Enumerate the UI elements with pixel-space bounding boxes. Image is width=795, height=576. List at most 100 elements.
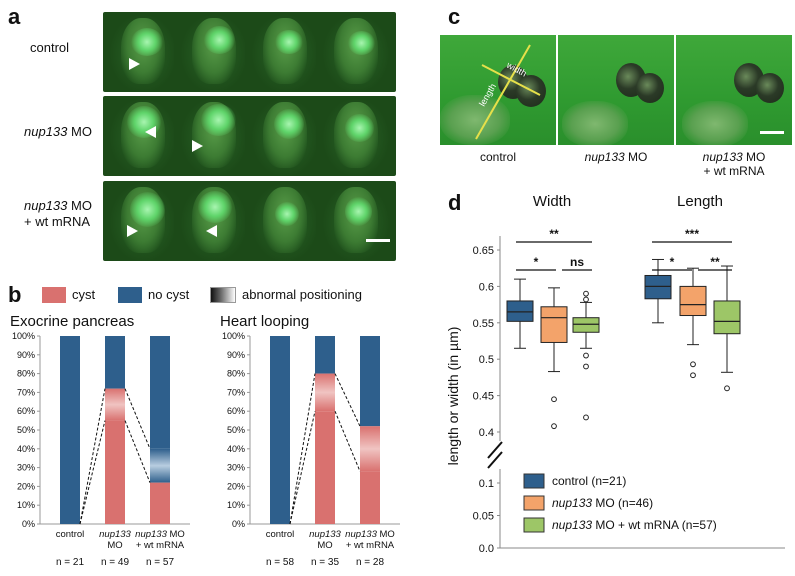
connector-line bbox=[79, 420, 106, 525]
y-tick-label: 100% bbox=[12, 331, 35, 341]
y-tick-label: 80% bbox=[17, 369, 35, 379]
bar-abnormal bbox=[150, 448, 170, 483]
box bbox=[679, 285, 707, 317]
panel-d-boxplot: 0.65 0.6 0.55 0.5 0.45 0.4 0.1 0.05 0.0 length or… bbox=[445, 193, 785, 555]
sig-length-b-label: ** bbox=[710, 255, 720, 269]
sig-width-a-label: * bbox=[534, 255, 539, 269]
category-label: nup133 bbox=[309, 529, 341, 540]
category-label-line2: + wt mRNA bbox=[346, 540, 395, 551]
outlier-point bbox=[583, 352, 589, 359]
box bbox=[506, 300, 534, 322]
y-tick-label: 0.0 bbox=[479, 543, 494, 555]
legend-label-cyst: cyst bbox=[72, 287, 96, 302]
n-label: n = 35 bbox=[311, 557, 340, 568]
row-label-nup133-mo: nup133 MO bbox=[24, 124, 92, 139]
micrograph-mo-3 bbox=[245, 96, 325, 176]
y-tick-label: 70% bbox=[17, 387, 35, 397]
width-label: width bbox=[504, 59, 528, 78]
arrowhead-right-icon bbox=[192, 140, 203, 152]
legend-swatch-no-cyst bbox=[118, 287, 142, 303]
micrograph-control-3 bbox=[245, 12, 325, 92]
sig-width-b-label: ns bbox=[570, 255, 584, 269]
legend-swatch bbox=[523, 517, 545, 533]
category-label: control bbox=[56, 529, 85, 540]
y-tick-label: 0% bbox=[232, 519, 245, 529]
arrowhead-right-icon bbox=[129, 58, 140, 70]
connector-line bbox=[334, 373, 361, 427]
connector-line bbox=[289, 373, 316, 525]
scale-bar bbox=[366, 239, 390, 242]
panel-label-d: d bbox=[448, 190, 462, 215]
axis-break-icon bbox=[487, 451, 503, 469]
legend-swatch bbox=[523, 495, 545, 511]
n-label: n = 58 bbox=[266, 557, 295, 568]
chart-exocrine-pancreas: Exocrine pancreas 0% 10% 20% 30% 40% 50% 60% 70%… bbox=[10, 313, 190, 568]
y-tick-label: 40% bbox=[227, 444, 245, 454]
group-title-length: Length bbox=[677, 193, 723, 210]
chart-title: Exocrine pancreas bbox=[10, 313, 134, 330]
y-tick-label: 0.1 bbox=[479, 478, 494, 490]
arrowhead-left-icon bbox=[206, 225, 217, 237]
bar-abnormal bbox=[315, 373, 335, 412]
category-label: nup133 bbox=[99, 529, 131, 540]
y-tick-label: 80% bbox=[227, 369, 245, 379]
category-label: nup133 MO bbox=[345, 529, 395, 540]
legend-label: control (n=21) bbox=[552, 474, 626, 488]
legend-swatch-abnormal bbox=[210, 287, 236, 303]
arrowhead-left-icon bbox=[145, 126, 156, 138]
sig-length-a-label: * bbox=[670, 255, 675, 269]
y-tick-label: 50% bbox=[17, 425, 35, 435]
box bbox=[713, 300, 741, 335]
y-tick-label: 70% bbox=[227, 387, 245, 397]
micrograph-rescue-2 bbox=[174, 181, 254, 261]
y-tick-label: 10% bbox=[17, 500, 35, 510]
y-tick-label: 0% bbox=[22, 519, 35, 529]
outlier-point bbox=[583, 290, 589, 297]
category-label-line2: MO bbox=[107, 540, 122, 551]
legend-label-no-cyst: no cyst bbox=[148, 287, 190, 302]
connector-line bbox=[334, 411, 361, 472]
n-label: n = 28 bbox=[356, 557, 385, 568]
y-tick-label: 20% bbox=[227, 481, 245, 491]
axis-break-icon bbox=[487, 441, 503, 459]
n-label: n = 21 bbox=[56, 557, 85, 568]
y-tick-label: 60% bbox=[227, 406, 245, 416]
y-tick-label: 0.55 bbox=[473, 318, 494, 330]
micrograph-control-1 bbox=[103, 12, 183, 92]
n-label: n = 57 bbox=[146, 557, 175, 568]
y-tick-label: 30% bbox=[227, 463, 245, 473]
outlier-point bbox=[551, 423, 557, 430]
connector-line bbox=[79, 388, 106, 525]
outlier-point bbox=[690, 372, 696, 379]
group-title-width: Width bbox=[533, 193, 571, 210]
outlier-point bbox=[690, 361, 696, 368]
sig-length-top-label: *** bbox=[685, 227, 699, 241]
box bbox=[540, 306, 568, 343]
image-c-control: width length bbox=[440, 35, 556, 145]
chart-heart-looping: Heart looping 0% 10% 20% 30% 40% 50% 60% 70% 80% 9… bbox=[220, 313, 400, 568]
y-tick-label: 40% bbox=[17, 444, 35, 454]
category-label-line2: MO bbox=[317, 540, 332, 551]
y-tick-label: 90% bbox=[227, 350, 245, 360]
outlier-point bbox=[583, 414, 589, 421]
legend-label-abnormal: abnormal positioning bbox=[242, 287, 362, 302]
legend-label: nup133 MO + wt mRNA (n=57) bbox=[552, 518, 717, 532]
micrograph-mo-2 bbox=[174, 96, 254, 176]
y-tick-label: 0.5 bbox=[479, 354, 494, 366]
bar-no-cyst bbox=[360, 336, 380, 427]
sig-width-top-label: ** bbox=[549, 227, 559, 241]
bar-cyst bbox=[150, 482, 170, 524]
bar-no-cyst bbox=[315, 336, 335, 374]
bar-no-cyst bbox=[270, 336, 290, 524]
row-label-control: control bbox=[30, 40, 70, 55]
outlier-point bbox=[551, 396, 557, 403]
y-tick-label: 0.6 bbox=[479, 281, 494, 293]
scale-bar bbox=[760, 131, 784, 134]
bar-no-cyst bbox=[150, 336, 170, 449]
bar-abnormal bbox=[360, 426, 380, 472]
image-c-rescue bbox=[676, 35, 792, 145]
connector-line bbox=[124, 420, 151, 483]
y-axis-label: length or width (in µm) bbox=[445, 327, 461, 466]
category-label: nup133 MO bbox=[135, 529, 185, 540]
row-label-nup133-rescue: nup133 MO + wt mRNA bbox=[24, 198, 92, 229]
